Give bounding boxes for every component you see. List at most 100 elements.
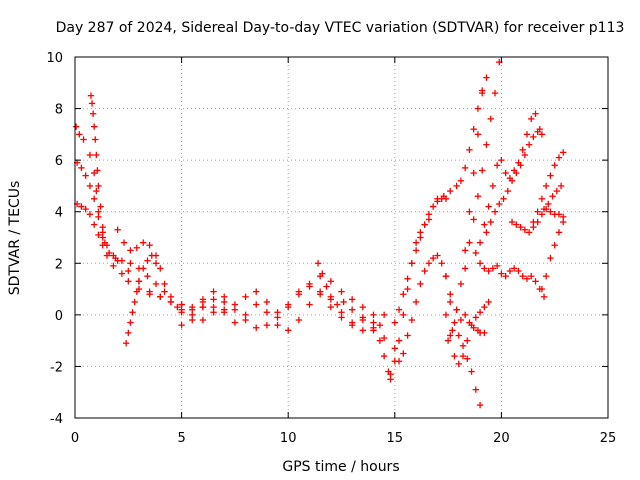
data-point xyxy=(489,265,497,272)
data-point xyxy=(380,334,388,342)
data-point xyxy=(485,298,492,306)
data-point xyxy=(547,172,554,179)
data-point xyxy=(538,285,546,293)
data-point xyxy=(348,306,356,313)
data-point xyxy=(489,182,497,190)
data-point xyxy=(491,208,499,215)
data-point xyxy=(530,218,537,226)
data-point xyxy=(210,309,217,316)
data-point xyxy=(242,293,249,301)
data-point xyxy=(87,92,95,99)
data-point xyxy=(510,265,518,272)
data-point xyxy=(221,293,228,301)
data-point xyxy=(327,303,335,311)
data-point xyxy=(152,252,160,259)
data-point xyxy=(530,133,537,141)
data-point xyxy=(152,280,160,288)
data-point xyxy=(86,211,94,218)
data-point xyxy=(334,301,341,308)
x-axis-label: GPS time / hours xyxy=(282,459,399,475)
data-point xyxy=(306,301,313,308)
data-point xyxy=(314,260,322,267)
data-point xyxy=(118,270,126,277)
data-point xyxy=(557,182,565,190)
data-point xyxy=(421,221,428,228)
x-tick-label: 15 xyxy=(387,431,404,446)
data-point xyxy=(508,218,516,226)
data-point xyxy=(466,239,473,246)
data-point xyxy=(476,260,484,267)
data-point xyxy=(517,162,524,169)
data-point xyxy=(451,319,458,326)
data-point xyxy=(470,169,477,177)
data-point xyxy=(174,303,181,311)
data-point xyxy=(425,211,433,218)
data-point xyxy=(538,211,546,218)
data-point xyxy=(400,350,407,357)
x-tick-label: 20 xyxy=(493,431,510,446)
data-point xyxy=(72,123,80,130)
data-point xyxy=(135,278,143,285)
data-point xyxy=(542,272,550,280)
data-point xyxy=(457,280,465,288)
data-point xyxy=(408,260,416,267)
data-point xyxy=(502,272,509,280)
y-tick-label: 10 xyxy=(46,51,63,66)
data-point xyxy=(400,311,407,319)
data-point xyxy=(549,193,556,200)
data-point xyxy=(434,252,441,259)
data-point xyxy=(129,309,136,316)
data-point xyxy=(76,131,83,138)
y-tick-label: 6 xyxy=(55,154,63,169)
data-point xyxy=(125,278,132,285)
data-point xyxy=(319,270,326,277)
axis-ticks xyxy=(74,56,609,419)
data-point xyxy=(459,352,467,360)
data-point xyxy=(453,306,460,313)
data-point xyxy=(442,311,450,319)
data-point xyxy=(152,260,160,267)
data-point xyxy=(472,314,480,321)
data-point xyxy=(461,265,469,272)
data-point xyxy=(481,329,488,337)
data-point xyxy=(453,182,460,190)
data-point xyxy=(306,283,313,290)
data-point xyxy=(178,321,185,329)
data-point xyxy=(90,123,98,130)
data-point xyxy=(78,164,85,172)
data-point xyxy=(540,205,548,213)
data-point xyxy=(479,87,486,94)
data-point xyxy=(519,146,526,154)
data-point xyxy=(547,254,554,262)
data-point xyxy=(515,267,522,275)
data-point xyxy=(161,288,168,295)
data-point xyxy=(95,231,102,239)
data-point xyxy=(120,239,128,246)
data-point xyxy=(483,229,490,236)
data-point xyxy=(560,218,567,226)
data-point xyxy=(485,267,492,275)
data-point xyxy=(231,319,239,326)
data-point xyxy=(538,195,546,203)
data-point xyxy=(476,401,484,409)
data-point xyxy=(521,226,529,233)
data-point xyxy=(481,303,488,311)
data-point xyxy=(532,278,539,285)
data-point xyxy=(94,167,101,174)
data-point xyxy=(464,337,471,344)
data-point xyxy=(263,309,271,316)
data-point xyxy=(555,154,563,161)
data-point xyxy=(466,146,473,154)
data-point xyxy=(560,149,567,156)
data-point xyxy=(210,296,217,303)
data-point xyxy=(417,280,424,288)
data-point xyxy=(285,301,292,308)
data-point xyxy=(395,306,403,313)
data-point xyxy=(542,182,550,190)
data-point xyxy=(99,223,106,231)
data-point xyxy=(500,195,507,203)
data-point xyxy=(442,272,450,280)
data-point xyxy=(112,254,119,262)
data-point xyxy=(461,311,469,319)
